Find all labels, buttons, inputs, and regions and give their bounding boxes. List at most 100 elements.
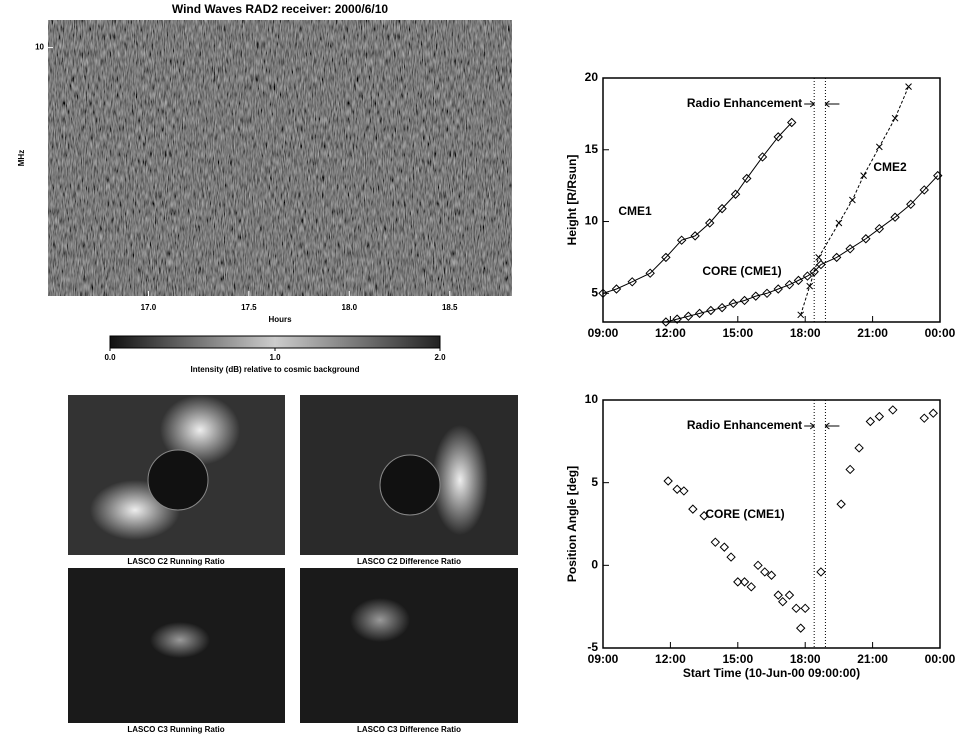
x-tick-label: 00:00 [925,326,956,340]
data-point [860,172,867,179]
x-tick-label: 00:00 [925,652,956,666]
data-point [919,185,929,195]
data-point [778,596,788,607]
data-point [806,282,814,290]
series-line [665,175,939,323]
data-point [719,542,730,552]
data-point [717,302,727,313]
data-point [905,83,912,90]
y-axis-label: Position Angle [deg] [565,466,579,582]
x-tick-label: 21:00 [857,326,888,340]
annotation: Radio Enhancement [687,96,802,110]
data-point [836,499,846,509]
data-point [627,277,637,287]
data-point [762,288,772,299]
x-tick-label: 18.0 [342,303,358,312]
data-point [845,464,855,475]
data-point [645,268,655,278]
data-point [928,408,938,418]
x-tick-label: 12:00 [655,326,686,340]
x-tick-label: 15:00 [722,326,753,340]
data-point [739,577,750,587]
occulter [379,454,441,516]
y-tick-label: 5 [591,285,598,299]
data-point [773,284,783,294]
image-caption: LASCO C3 Running Ratio [127,725,224,734]
data-point [679,486,689,496]
data-point [919,413,929,423]
series-label: CME1 [618,204,652,218]
x-axis-label: Hours [268,315,292,324]
data-point [598,288,608,299]
data-point [663,476,673,486]
data-point [773,590,783,600]
data-point [661,317,671,327]
colorbar [109,335,441,349]
data-point [672,314,682,324]
data-point [874,411,885,422]
x-axis-label: Start Time (10-Jun-00 09:00:00) [683,666,860,680]
data-point [746,582,756,592]
data-point [891,114,899,122]
data-point [800,603,810,614]
x-tick-label: 18.5 [442,303,458,312]
data-point [784,590,795,600]
colorbar-tick-label: 1.0 [269,353,281,362]
data-point [845,244,855,254]
data-point [699,511,709,521]
colorbar-tick-label: 2.0 [434,353,446,362]
data-point [717,203,727,214]
data-point [753,560,763,571]
data-point [706,305,716,316]
data-point [726,552,736,562]
data-point [773,132,783,142]
data-point [797,311,805,319]
data-point [672,484,682,494]
image-panel [300,568,518,723]
data-point [815,254,823,261]
plot-frame [602,77,941,323]
data-point [730,189,741,199]
x-tick-label: 17.5 [241,303,257,312]
data-point [890,212,900,222]
y-axis-label: Height [R/Rsun] [565,155,579,246]
image-caption: LASCO C2 Running Ratio [127,557,224,566]
data-point [688,504,698,514]
data-point [733,577,743,587]
y-axis-label: MHz [17,150,26,166]
data-point [728,298,739,309]
data-point [661,252,671,263]
y-tick-label: 5 [591,475,598,489]
data-point [705,218,715,228]
x-tick-label: 09:00 [588,652,619,666]
y-tick-label: 20 [585,70,599,84]
data-point [816,567,826,577]
image-feature [150,622,210,658]
data-point [933,170,943,181]
image-feature [432,425,488,535]
image-caption: LASCO C3 Difference Ratio [357,725,461,734]
chart-title: Wind Waves RAD2 receiver: 2000/6/10 [172,2,389,16]
x-tick-label: 15:00 [722,652,753,666]
y-tick-label: 10 [585,392,599,406]
data-point [690,231,700,241]
x-tick-label: 09:00 [588,326,619,340]
annotation-arrow [804,422,840,430]
data-point [816,259,826,270]
data-point [875,143,883,151]
y-tick-label: 0 [591,558,598,572]
x-tick-label: 18:00 [790,652,821,666]
series-label: CORE (CME1) [702,264,781,278]
data-point [766,570,777,580]
data-point [849,196,856,204]
data-point [710,537,721,547]
x-tick-label: 12:00 [655,652,686,666]
data-point [874,223,885,234]
plot-frame [602,399,941,649]
data-point [784,279,795,290]
image-caption: LASCO C2 Difference Ratio [357,557,461,566]
data-point [802,271,813,281]
colorbar-label: Intensity (dB) relative to cosmic backgr… [191,365,360,374]
data-point [831,252,842,263]
y-tick-label: -5 [587,640,598,654]
